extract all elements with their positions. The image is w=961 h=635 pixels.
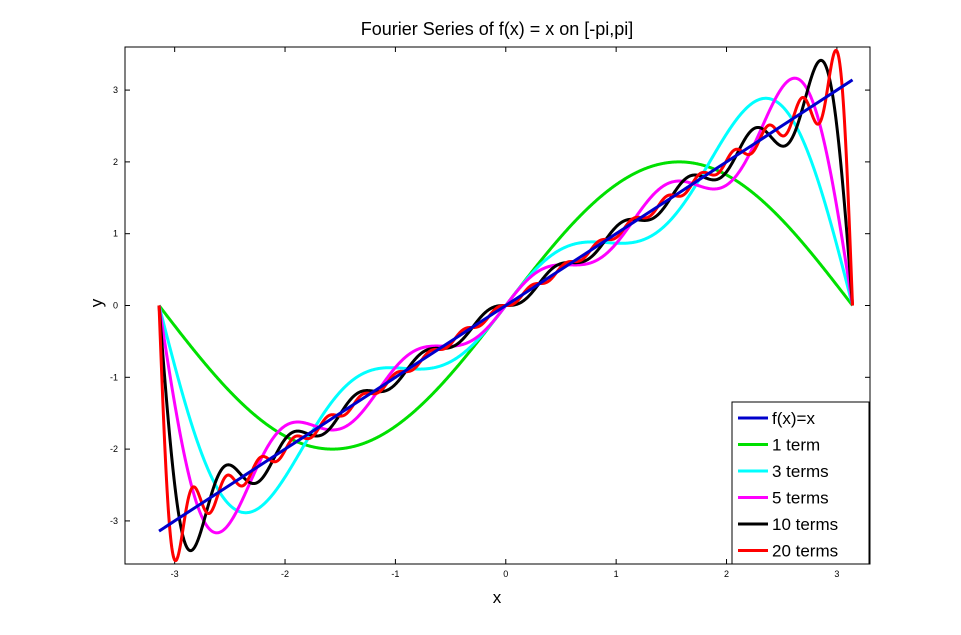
x-tick-label: -1 [391,569,399,579]
legend-entry: 1 term [772,436,820,455]
x-tick-label: -3 [171,569,179,579]
y-tick-label: 2 [113,157,118,167]
legend-box [731,401,870,565]
x-tick-label: 0 [503,569,508,579]
series-lines [157,48,855,563]
y-tick-label: -2 [110,444,118,454]
y-tick-label: 3 [113,85,118,95]
y-ticks: -3 -2 -1 0 1 2 3 [110,85,870,526]
y-tick-label: -3 [110,516,118,526]
y-tick-label: -1 [110,372,118,382]
legend-entry: f(x)=x [772,409,815,428]
y-axis-label: y [87,298,106,307]
legend-entry: 3 terms [772,462,829,481]
x-tick-label: 2 [724,569,729,579]
x-tick-label: 3 [834,569,839,579]
legend-entry: 20 terms [772,542,838,561]
y-tick-label: 1 [113,229,118,239]
chart-title: Fourier Series of f(x) = x on [-pi,pi] [361,19,634,39]
y-tick-label: 0 [113,301,118,311]
legend-entry: 5 terms [772,489,829,508]
legend-entry: 10 terms [772,515,838,534]
legend: f(x)=x 1 term 3 terms 5 terms 10 terms 20 ter… [731,401,870,565]
x-axis-label: x [493,588,502,607]
series-line-0 [158,78,854,533]
x-tick-label: -2 [281,569,289,579]
x-tick-label: 1 [614,569,619,579]
